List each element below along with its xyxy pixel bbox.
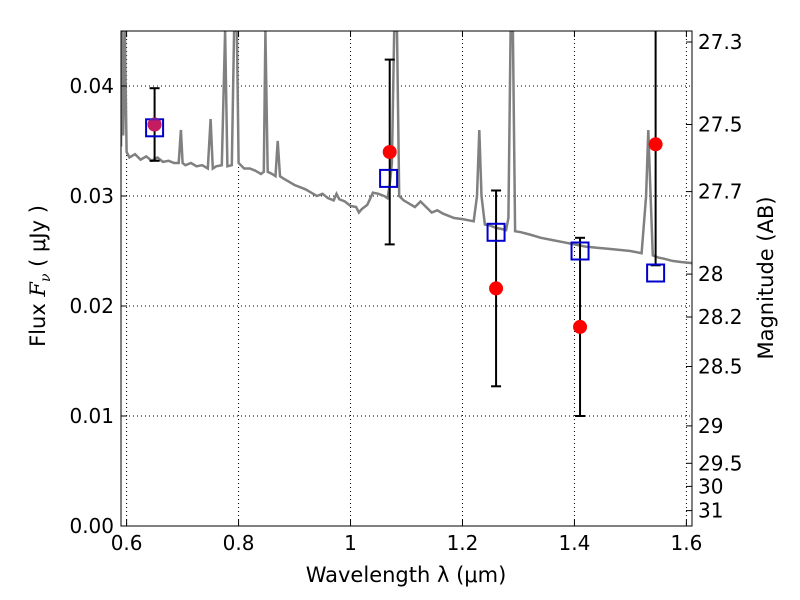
model-point [379, 168, 399, 188]
y-tick-label: 0.00 [69, 514, 114, 538]
x-tick-label: 0.8 [223, 531, 255, 555]
axis-ticks [121, 31, 692, 527]
model-point [570, 241, 590, 261]
x-tick-labels: 0.6 0.8 1 1.2 1.4 1.6 [111, 531, 703, 555]
right-tick-label: 28.2 [698, 305, 743, 329]
right-tick-label: 30 [698, 474, 723, 498]
observed-point [382, 145, 397, 159]
x-tick-label: 1.4 [559, 531, 591, 555]
right-tick-label: 29.5 [698, 451, 743, 475]
overlap-point [147, 117, 162, 132]
model-spectrum [121, 31, 692, 265]
right-tick-label: 27.5 [698, 113, 743, 137]
observed-points [147, 117, 663, 334]
model-point [646, 263, 666, 283]
right-tick-label: 27.3 [698, 30, 743, 54]
right-tick-label: 31 [698, 499, 723, 523]
right-tick-label: 28.5 [698, 355, 743, 379]
right-tick-label: 29 [698, 414, 723, 438]
right-tick-label: 27.7 [698, 180, 743, 204]
model-point [486, 222, 506, 242]
observed-point [489, 281, 504, 296]
observed-point [648, 137, 663, 152]
right-tick-label: 28 [698, 262, 723, 286]
right-axis-label: Magnitude (AB) [754, 196, 778, 359]
y-tick-label: 0.02 [69, 294, 114, 318]
x-tick-label: 1.6 [670, 531, 702, 555]
model-photometry-points [145, 117, 666, 283]
y-tick-label: 0.04 [69, 74, 114, 98]
y-tick-labels: 0.00 0.01 0.02 0.03 0.04 [69, 74, 114, 538]
grid [121, 31, 692, 527]
x-tick-label: 1 [344, 531, 357, 555]
x-tick-label: 1.2 [447, 531, 479, 555]
observed-point [573, 319, 588, 334]
y-axis-label: Flux Fν ( μJy ) [26, 205, 54, 347]
spectrum-line [121, 31, 692, 265]
x-axis-label: Wavelength λ (μm) [306, 563, 507, 587]
x-tick-label: 0.6 [111, 531, 143, 555]
plot-frame [120, 30, 693, 527]
y-tick-label: 0.03 [69, 184, 114, 208]
y-tick-label: 0.01 [69, 404, 114, 428]
